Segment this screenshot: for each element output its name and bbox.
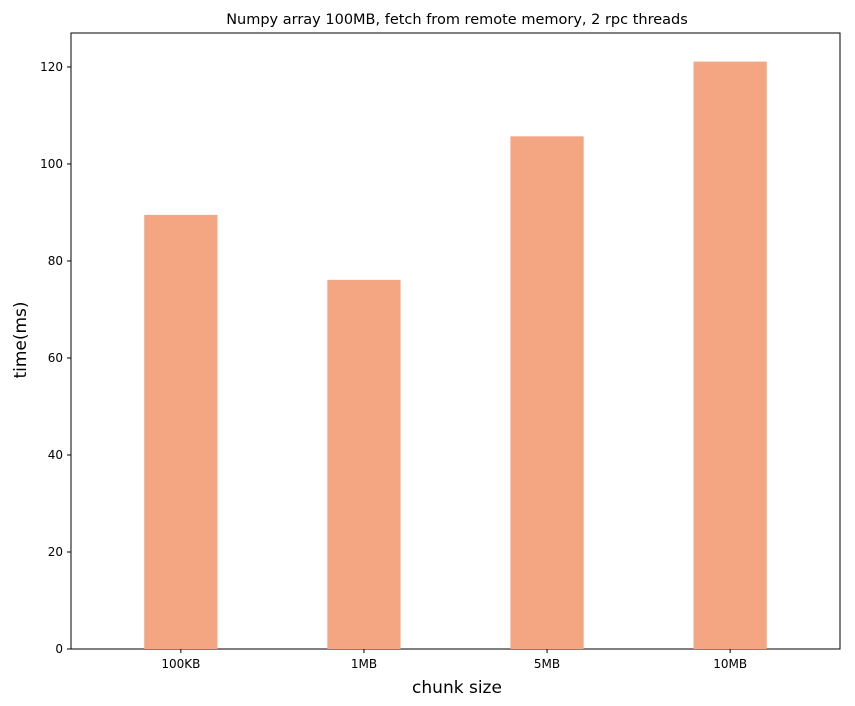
- bar-100kb: [144, 214, 218, 649]
- x-tick-label: 5MB: [534, 657, 560, 671]
- bars-group: [144, 61, 767, 650]
- bar-1mb: [327, 279, 401, 649]
- x-tick-label: 1MB: [351, 657, 377, 671]
- x-axis: 100KB 1MB 5MB 10MB: [161, 649, 747, 671]
- x-tick-label: 100KB: [161, 657, 200, 671]
- bar-10mb: [693, 61, 767, 650]
- y-tick-label: 80: [48, 254, 63, 268]
- y-tick-label: 0: [55, 642, 63, 656]
- x-axis-label: chunk size: [412, 678, 502, 698]
- y-tick-label: 60: [48, 351, 63, 365]
- y-axis: 0 20 40 60 80 100 120: [40, 60, 71, 656]
- plot-area: [70, 32, 841, 650]
- y-tick-label: 20: [48, 545, 63, 559]
- y-tick-label: 100: [40, 157, 63, 171]
- y-axis-label: time(ms): [11, 301, 31, 378]
- y-tick-label: 120: [40, 60, 63, 74]
- bar-5mb: [510, 136, 584, 650]
- y-tick-label: 40: [48, 448, 63, 462]
- x-tick-label: 10MB: [713, 657, 747, 671]
- plot-frame: [70, 32, 841, 650]
- chart-title: Numpy array 100MB, fetch from remote mem…: [226, 12, 688, 28]
